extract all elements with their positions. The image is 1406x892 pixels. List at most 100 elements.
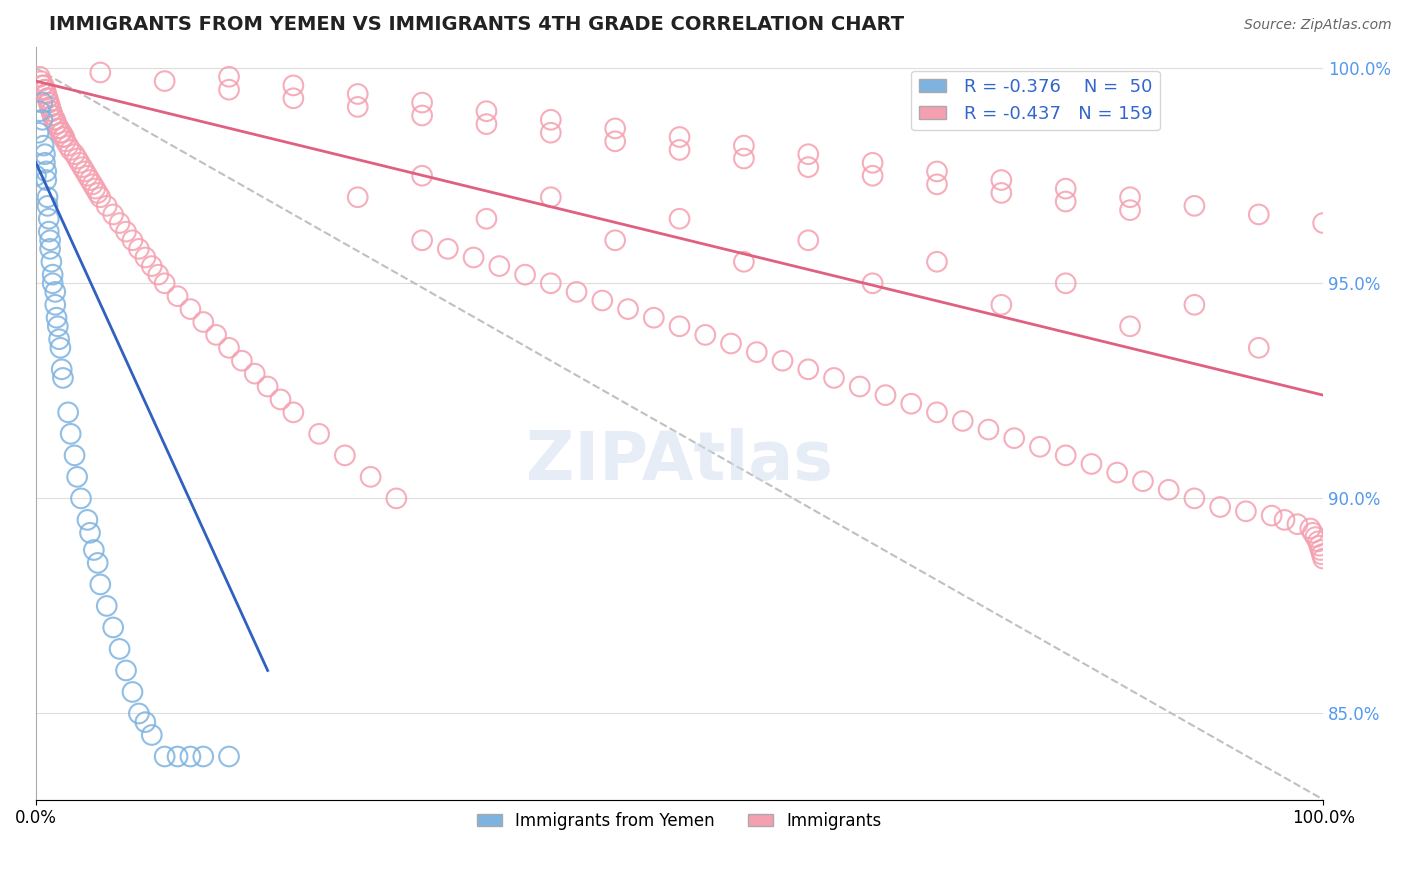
Point (1247, 207, 1270, 221)
Point (44, 298, 66, 312)
Point (1305, 530, 1327, 544)
Point (385, 491, 408, 506)
Point (925, 405, 948, 419)
Point (643, 310, 665, 325)
Point (134, 715, 156, 730)
Point (1209, 500, 1232, 514)
Point (283, 91, 305, 105)
Point (89, 190, 111, 204)
Point (346, 87, 368, 101)
Point (46, 319, 69, 334)
Point (39, 242, 62, 256)
Point (411, 233, 433, 247)
Point (540, 112, 562, 127)
Point (34, 83, 56, 97)
Point (720, 336, 742, 351)
Point (35, 87, 58, 101)
Point (134, 251, 156, 265)
Point (862, 156, 884, 170)
Point (411, 108, 433, 122)
Point (745, 345, 768, 359)
Point (1157, 483, 1180, 497)
Point (51, 126, 73, 140)
Point (218, 749, 240, 764)
Point (153, 74, 176, 88)
Point (1107, 466, 1129, 480)
Point (42, 112, 65, 127)
Point (990, 173, 1012, 187)
Point (32, 138, 55, 153)
Point (695, 327, 717, 342)
Point (605, 134, 627, 148)
Point (270, 392, 292, 407)
Point (115, 225, 138, 239)
Point (35, 87, 58, 101)
Point (141, 728, 163, 742)
Point (1286, 517, 1309, 532)
Point (148, 268, 170, 282)
Text: IMMIGRANTS FROM YEMEN VS IMMIGRANTS 4TH GRADE CORRELATION CHART: IMMIGRANTS FROM YEMEN VS IMMIGRANTS 4TH … (49, 15, 904, 34)
Point (1080, 457, 1102, 471)
Point (179, 302, 201, 317)
Point (1054, 181, 1077, 195)
Point (925, 178, 948, 192)
Text: Source: ZipAtlas.com: Source: ZipAtlas.com (1244, 18, 1392, 32)
Point (772, 353, 794, 368)
Point (1274, 513, 1296, 527)
Point (28, 70, 51, 84)
Point (166, 749, 188, 764)
Point (668, 211, 690, 226)
Point (45, 117, 67, 131)
Point (96, 199, 118, 213)
Point (84, 181, 107, 195)
Point (925, 254, 948, 268)
Point (1119, 190, 1142, 204)
Point (1310, 547, 1333, 561)
Point (31, 112, 53, 127)
Point (1184, 491, 1206, 506)
Point (733, 254, 755, 268)
Point (41, 108, 63, 122)
Point (34, 156, 56, 170)
Point (70, 491, 93, 506)
Point (1247, 341, 1270, 355)
Point (193, 315, 215, 329)
Point (166, 289, 188, 303)
Point (35, 173, 58, 187)
Point (925, 164, 948, 178)
Point (179, 749, 201, 764)
Point (862, 277, 884, 291)
Point (83, 543, 105, 558)
Point (977, 423, 1000, 437)
Point (73, 164, 96, 178)
Point (733, 138, 755, 153)
Point (87, 556, 110, 570)
Point (39, 100, 62, 114)
Point (76, 169, 98, 183)
Point (668, 319, 690, 334)
Point (1029, 440, 1052, 454)
Point (48, 332, 70, 346)
Point (1184, 298, 1206, 312)
Point (797, 147, 820, 161)
Point (34, 83, 56, 97)
Point (27, 126, 49, 140)
Point (360, 470, 382, 484)
Point (823, 371, 845, 385)
Point (79, 173, 101, 187)
Point (205, 327, 228, 342)
Point (63, 448, 86, 462)
Point (231, 353, 253, 368)
Point (39, 233, 62, 247)
Point (89, 65, 111, 79)
Point (283, 78, 305, 93)
Point (55, 134, 77, 148)
Point (1299, 521, 1322, 535)
Point (1302, 525, 1324, 540)
Point (66, 470, 89, 484)
Point (605, 233, 627, 247)
Point (38, 95, 60, 110)
Point (411, 169, 433, 183)
Point (1184, 199, 1206, 213)
Point (52, 130, 75, 145)
